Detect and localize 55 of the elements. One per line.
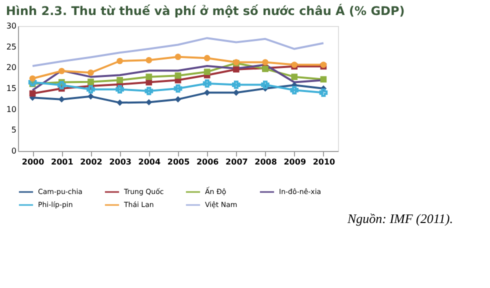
x-tick-label: 2008 xyxy=(254,158,278,166)
point xyxy=(232,80,240,89)
y-tick-label: 10 xyxy=(6,104,16,114)
point xyxy=(204,68,210,75)
x-tick-label: 2010 xyxy=(312,158,336,166)
x-tick-label: 2004 xyxy=(138,158,161,166)
point xyxy=(29,90,36,97)
x-tick-label: 2003 xyxy=(109,158,132,166)
point xyxy=(204,54,210,62)
x-tick-label: 2007 xyxy=(226,158,248,166)
x-tick-label: 2001 xyxy=(51,158,74,166)
y-tick-label: 20 xyxy=(6,63,16,72)
point xyxy=(58,68,65,74)
point xyxy=(174,54,182,60)
x-tick-label: 2006 xyxy=(196,158,220,166)
point xyxy=(88,70,94,76)
y-tick-label: 30 xyxy=(6,22,16,30)
point xyxy=(233,66,240,72)
point xyxy=(261,80,270,89)
x-tick-label: 2000 xyxy=(22,158,45,166)
point xyxy=(262,59,268,66)
point xyxy=(174,96,182,102)
point xyxy=(29,75,36,82)
x-tick-label: 2009 xyxy=(284,158,306,166)
y-tick-label: 0 xyxy=(11,146,16,156)
point xyxy=(146,57,152,64)
point xyxy=(57,81,66,90)
point xyxy=(116,100,123,106)
point xyxy=(86,85,95,94)
point xyxy=(202,79,212,88)
y-tick-label: 25 xyxy=(6,42,16,52)
point xyxy=(88,78,94,85)
point xyxy=(320,76,327,82)
point xyxy=(319,88,328,97)
line-series xyxy=(32,37,324,67)
point xyxy=(291,74,298,80)
point xyxy=(88,93,94,100)
x-tick-label: 2002 xyxy=(80,158,102,166)
point xyxy=(233,90,240,96)
point xyxy=(146,74,152,80)
point xyxy=(290,86,299,94)
point xyxy=(116,85,124,94)
point xyxy=(174,72,182,79)
point xyxy=(144,86,154,96)
y-tick-label: 5 xyxy=(11,126,16,135)
point xyxy=(116,77,123,84)
x-tick-label: 2005 xyxy=(167,158,190,166)
y-tick-label: 15 xyxy=(6,84,16,93)
point xyxy=(58,96,65,102)
point xyxy=(174,84,182,93)
point xyxy=(204,90,210,96)
point xyxy=(116,58,123,64)
text: Nguồn: IMF (2011). xyxy=(346,211,453,226)
point xyxy=(146,99,152,106)
chart-title: Hình 2.3. Thu từ thuế và phí ở một số nước châu Á (% GDP) xyxy=(6,3,405,18)
